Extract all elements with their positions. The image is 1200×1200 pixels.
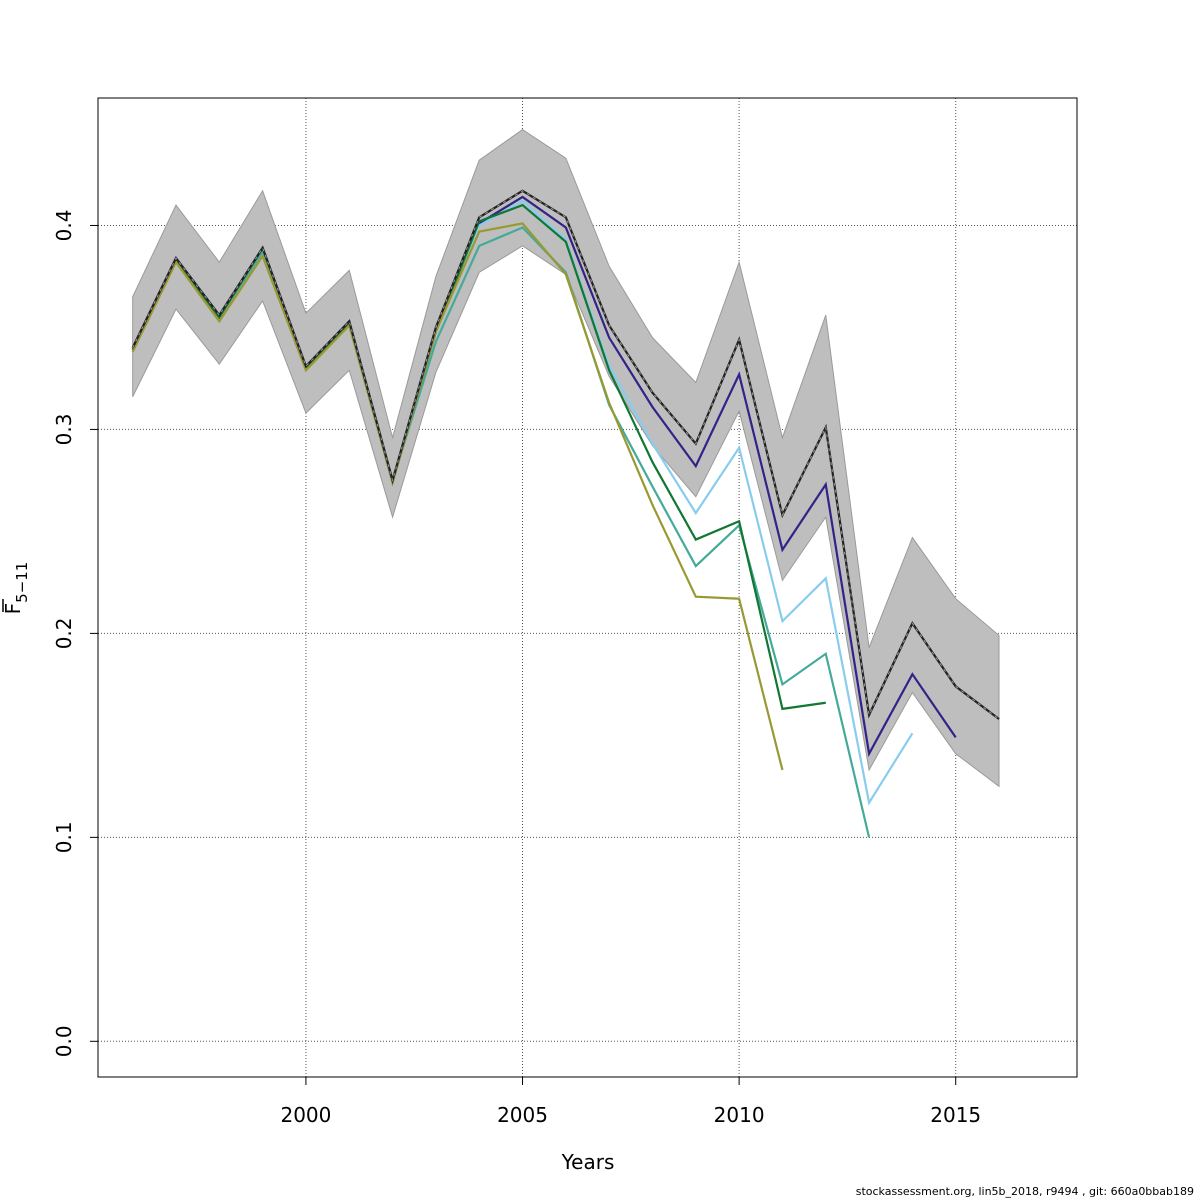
x-axis-title: Years [561, 1150, 615, 1174]
x-tick-label: 2005 [497, 1103, 548, 1127]
y-axis-title-sub: 5−11 [13, 562, 31, 603]
x-tick-label: 2010 [714, 1103, 765, 1127]
series-lines [131, 189, 1000, 838]
y-axis-title: F5−11 [1, 562, 31, 615]
x-tick-label: 2000 [280, 1103, 331, 1127]
y-tick-label: 0.4 [52, 210, 76, 242]
y-tick-label: 0.3 [52, 414, 76, 446]
axes: 2000 2005 2010 2015 0.0 0.1 0.2 0.3 0.4 [52, 210, 981, 1127]
y-tick-label: 0.0 [52, 1025, 76, 1057]
x-tick-label: 2015 [930, 1103, 981, 1127]
svg-text:F5−11: F5−11 [1, 562, 31, 615]
series-line-estimate-base [131, 189, 1000, 720]
confidence-band [132, 129, 1000, 788]
confidence-band-area [132, 129, 1000, 788]
y-tick-label: 0.1 [52, 821, 76, 853]
footer-note: stockassessment.org, lin5b_2018, r9494 ,… [855, 1185, 1194, 1198]
series-line [131, 222, 784, 771]
plot-frame [97, 97, 1078, 1078]
y-tick-label: 0.2 [52, 617, 76, 649]
y-axis-title-main: F [1, 603, 25, 615]
